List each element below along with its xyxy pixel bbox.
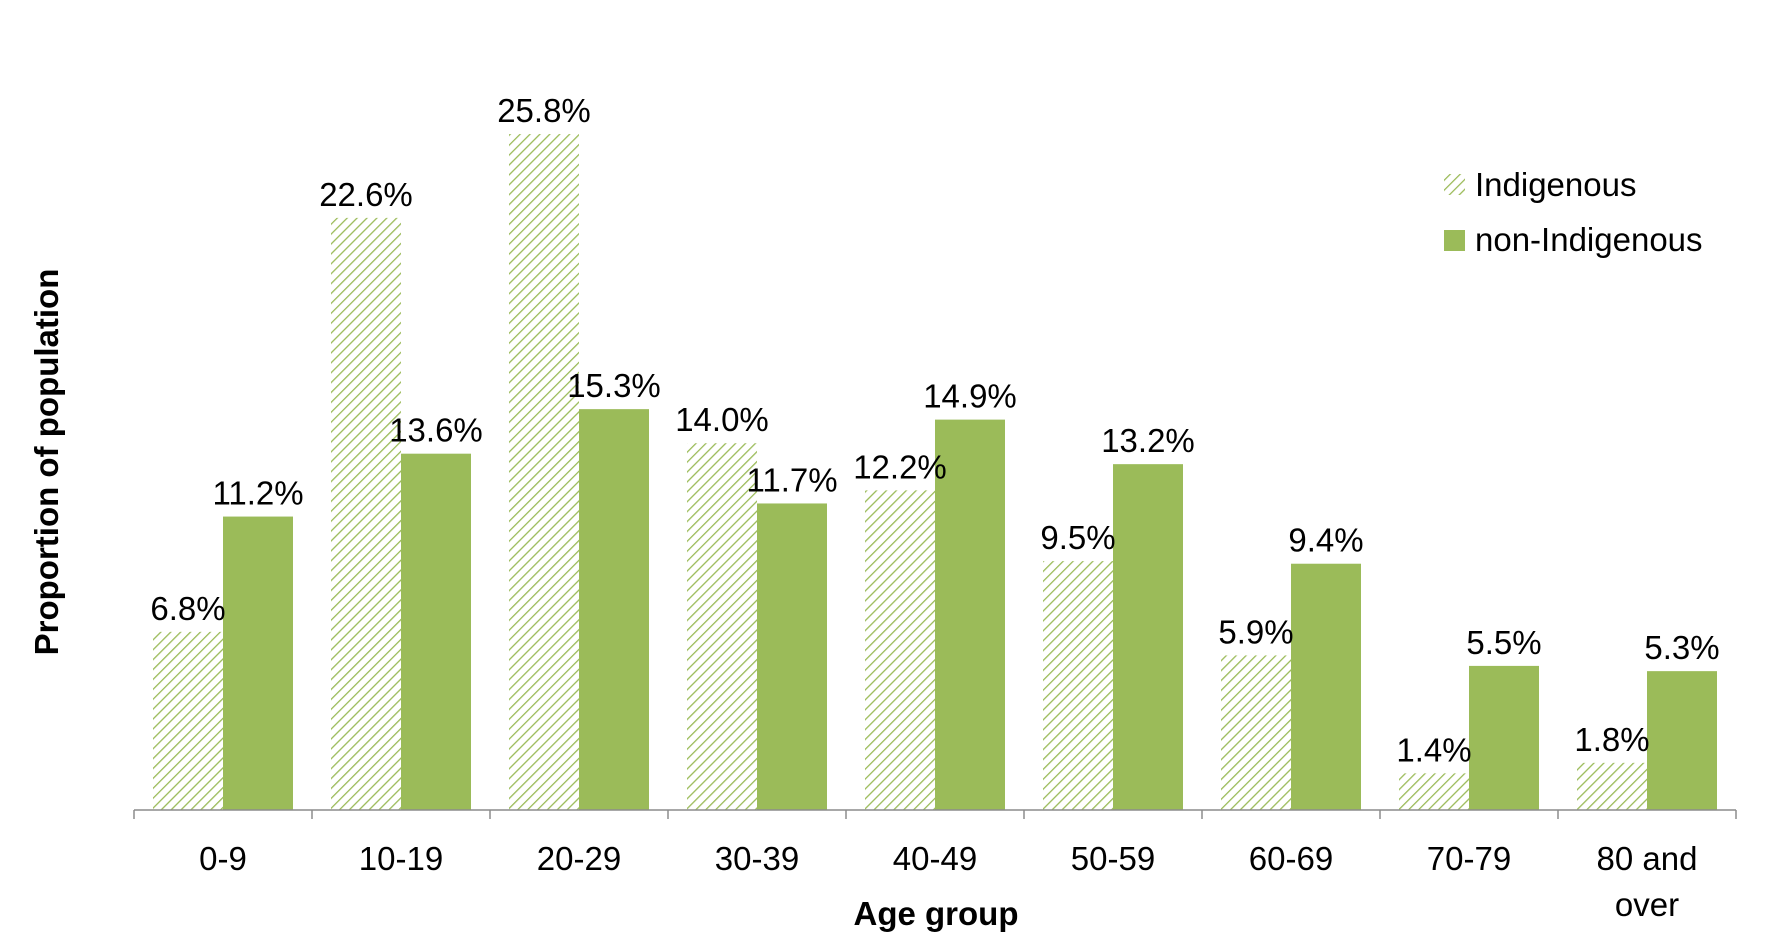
bar-indigenous <box>509 134 579 811</box>
bar-indigenous <box>687 443 757 810</box>
bars-layer <box>153 134 1717 811</box>
bar-non-indigenous <box>1113 464 1183 810</box>
bar-non-indigenous <box>757 503 827 810</box>
x-tick-label: 0-9 <box>199 840 247 877</box>
bar-indigenous <box>1577 762 1647 810</box>
data-label-non-indigenous: 5.5% <box>1466 624 1541 661</box>
legend: Indigenous non-Indigenous <box>1444 166 1703 258</box>
x-tick-label: 10-19 <box>359 840 443 877</box>
x-tick-label: 50-59 <box>1071 840 1155 877</box>
data-label-non-indigenous: 11.7% <box>746 461 837 498</box>
bar-non-indigenous <box>1469 665 1539 810</box>
x-tick-label: 40-49 <box>893 840 977 877</box>
data-label-non-indigenous: 11.2% <box>212 475 303 512</box>
bar-indigenous <box>153 631 223 810</box>
legend-swatch-non-indigenous <box>1444 230 1465 251</box>
bar-non-indigenous <box>935 419 1005 810</box>
data-label-non-indigenous: 15.3% <box>567 367 661 404</box>
bar-non-indigenous <box>1647 671 1717 810</box>
data-label-non-indigenous: 9.4% <box>1288 522 1363 559</box>
x-axis-title: Age group <box>854 895 1019 932</box>
x-tick-label: 80 and over <box>1597 840 1698 923</box>
data-labels-layer: 6.8% 11.2% 22.6% 13.6% 25.8% 15.3% 14.0% 11.7% 1… <box>150 92 1719 768</box>
y-axis-title: Proportion of population <box>28 269 65 656</box>
data-label-indigenous: 1.4% <box>1396 731 1471 768</box>
bar-non-indigenous <box>579 409 649 810</box>
bar-non-indigenous <box>223 516 293 810</box>
data-label-indigenous: 14.0% <box>675 401 769 438</box>
bar-non-indigenous <box>1291 563 1361 810</box>
data-label-non-indigenous: 13.2% <box>1101 422 1195 459</box>
data-label-indigenous: 5.9% <box>1218 613 1293 650</box>
bar-indigenous <box>1221 655 1291 810</box>
data-label-indigenous: 9.5% <box>1040 519 1115 556</box>
data-label-indigenous: 25.8% <box>497 92 591 129</box>
data-label-non-indigenous: 14.9% <box>923 378 1017 415</box>
bar-indigenous <box>331 217 401 810</box>
bar-indigenous <box>1043 561 1113 810</box>
legend-swatch-indigenous <box>1444 174 1465 195</box>
bar-non-indigenous <box>401 453 471 810</box>
data-label-indigenous: 22.6% <box>319 176 413 213</box>
data-label-indigenous: 1.8% <box>1574 721 1649 758</box>
x-tick-label: 30-39 <box>715 840 799 877</box>
data-label-indigenous: 12.2% <box>853 448 947 485</box>
bar-indigenous <box>1399 773 1469 810</box>
x-axis: 0-9 10-19 20-29 30-39 40-49 50-59 60-69 70-79 80… <box>133 809 1737 923</box>
x-tick-label: 70-79 <box>1427 840 1511 877</box>
legend-label-indigenous: Indigenous <box>1475 166 1636 203</box>
legend-label-non-indigenous: non-Indigenous <box>1475 221 1703 258</box>
data-label-non-indigenous: 5.3% <box>1644 629 1719 666</box>
bar-indigenous <box>865 490 935 810</box>
x-tick-label: 60-69 <box>1249 840 1333 877</box>
x-tick-label: 20-29 <box>537 840 621 877</box>
data-label-indigenous: 6.8% <box>150 590 225 627</box>
data-label-non-indigenous: 13.6% <box>389 412 483 449</box>
